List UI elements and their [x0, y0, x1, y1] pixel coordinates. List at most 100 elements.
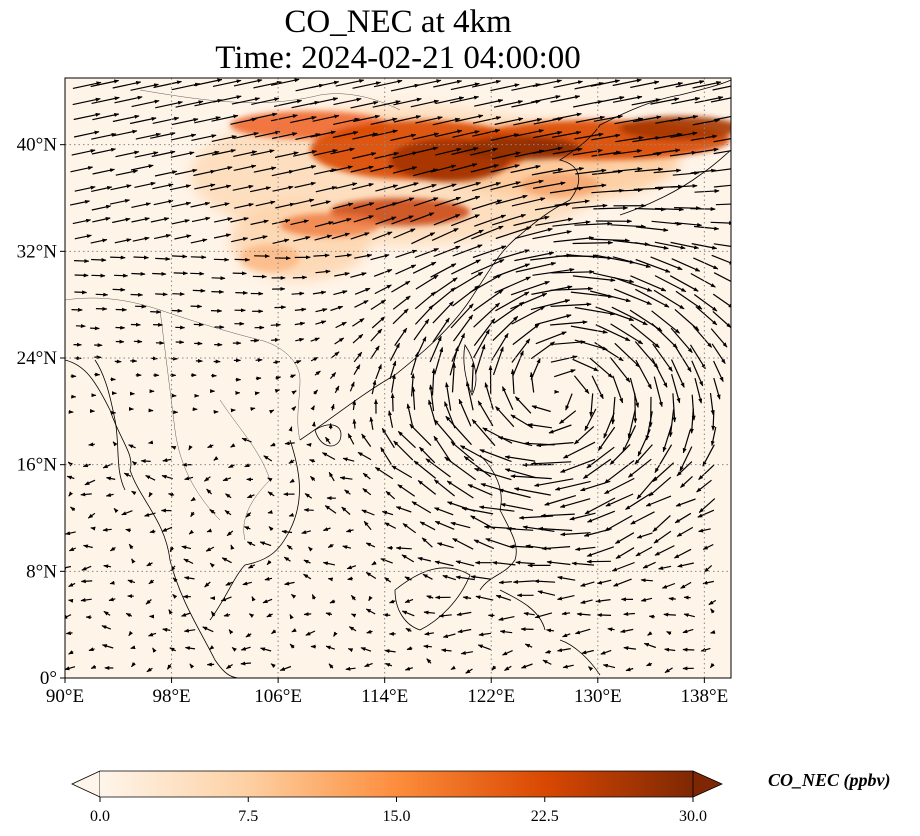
wind-arrow	[250, 149, 275, 156]
wind-arrow	[406, 403, 413, 426]
lon-tick-label: 138°E	[681, 686, 729, 707]
wind-arrow	[181, 612, 191, 617]
wind-arrow	[634, 444, 653, 465]
wind-arrow	[594, 341, 624, 362]
wind-arrow	[370, 254, 390, 261]
wind-arrow	[350, 165, 374, 173]
wind-arrow	[354, 299, 369, 308]
wind-arrow	[301, 530, 311, 535]
wind-arrow	[274, 151, 299, 159]
wind-arrow	[490, 164, 520, 173]
wind-arrow	[332, 131, 359, 139]
wind-arrow	[623, 611, 635, 616]
wind-arrow	[303, 508, 314, 513]
wind-arrow	[211, 114, 239, 122]
wind-arrow	[350, 272, 367, 278]
wind-arrow	[633, 151, 662, 158]
wind-arrow	[243, 526, 251, 531]
wind-arrow	[552, 112, 582, 121]
wind-arrow	[692, 325, 713, 348]
wind-arrow	[511, 83, 541, 91]
wind-arrow	[550, 286, 594, 291]
wind-arrow	[682, 429, 691, 454]
wind-arrow	[637, 429, 651, 457]
wind-arrow	[266, 613, 273, 618]
wind-arrow	[148, 491, 153, 498]
wind-arrow	[675, 290, 703, 310]
wind-arrow	[575, 546, 596, 552]
wind-arrow	[432, 301, 454, 324]
wind-arrow	[70, 506, 76, 512]
wind-arrow	[202, 626, 214, 633]
wind-arrow	[369, 416, 374, 430]
wind-arrow	[152, 183, 174, 190]
wind-arrow	[514, 227, 553, 239]
wind-arrow	[92, 168, 115, 175]
wind-arrow	[313, 253, 330, 258]
wind-arrow	[595, 306, 635, 322]
wind-arrow	[88, 647, 95, 652]
wind-arrow	[170, 133, 197, 141]
wind-arrow	[332, 218, 352, 225]
wind-arrow	[112, 441, 118, 447]
border-mongolia	[139, 89, 401, 111]
wind-arrow	[221, 557, 232, 564]
wind-arrow	[589, 290, 631, 303]
wind-arrow	[662, 425, 673, 453]
wind-arrow	[611, 561, 635, 572]
wind-arrow	[103, 564, 112, 569]
wind-arrow	[174, 168, 198, 176]
wind-arrow	[66, 475, 75, 480]
wind-arrow	[87, 512, 96, 519]
wind-arrow	[352, 317, 365, 327]
wind-arrow	[423, 644, 432, 649]
wind-arrow	[289, 478, 295, 484]
wind-arrow	[698, 528, 711, 533]
wind-arrow	[694, 377, 703, 404]
wind-arrow	[630, 275, 667, 292]
wind-arrow	[335, 79, 365, 87]
wind-arrow	[366, 629, 373, 634]
wind-arrow	[582, 458, 612, 479]
wind-arrow	[311, 421, 316, 427]
wind-arrow	[281, 529, 293, 534]
wind-arrow	[341, 506, 351, 515]
colorbar-tick-label: 15.0	[383, 808, 411, 825]
wind-arrow	[510, 368, 515, 395]
wind-arrow	[273, 99, 303, 107]
wind-arrow	[131, 217, 150, 223]
wind-arrow	[479, 449, 512, 463]
wind-arrow	[410, 351, 419, 376]
wind-arrow	[314, 234, 333, 241]
wind-arrow	[393, 97, 422, 106]
wind-arrow	[374, 284, 392, 295]
wind-arrow	[225, 493, 232, 499]
wind-arrow	[303, 559, 311, 564]
wind-arrow	[129, 116, 157, 125]
wind-arrow	[654, 207, 684, 212]
wind-arrow	[668, 409, 675, 438]
wind-arrow	[289, 374, 296, 379]
wind-arrow	[590, 238, 630, 243]
wind-arrow	[492, 346, 504, 376]
wind-arrow	[110, 184, 132, 191]
wind-arrow	[313, 149, 338, 156]
wind-arrow	[260, 647, 272, 652]
wind-arrow	[471, 199, 503, 211]
wind-arrow	[421, 537, 433, 548]
wind-arrow	[325, 612, 333, 617]
colorbar-tick-label: 0.0	[90, 808, 110, 825]
longitude-labels: 90°E 98°E 106°E 114°E 122°E 130°E 138°E	[46, 686, 728, 707]
wind-arrow	[652, 462, 675, 482]
wind-arrow	[502, 650, 513, 656]
wind-arrow	[653, 530, 672, 544]
wind-arrow	[391, 215, 414, 225]
wind-arrow	[653, 376, 663, 408]
wind-arrow	[671, 97, 701, 105]
wind-arrow	[74, 273, 89, 278]
wind-arrow	[384, 522, 397, 529]
lat-tick-label: 32°N	[17, 241, 58, 262]
wind-arrow	[610, 323, 644, 345]
wind-arrow	[471, 419, 496, 447]
wind-arrow	[412, 146, 439, 155]
